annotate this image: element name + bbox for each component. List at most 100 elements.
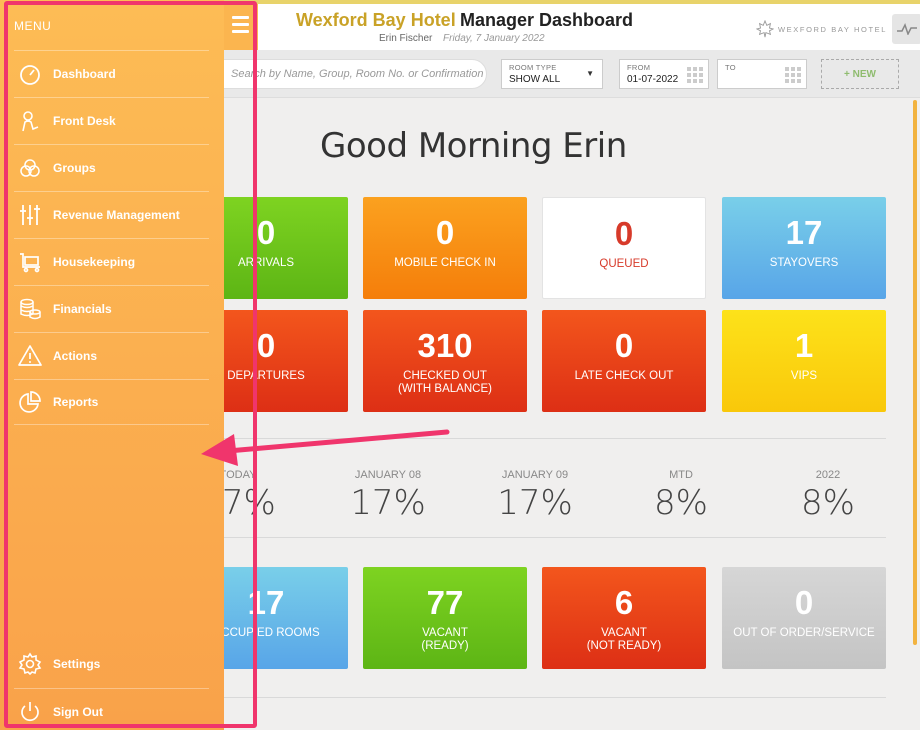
to-date-field[interactable]: TO bbox=[717, 59, 807, 89]
tile-label: VACANT (READY) bbox=[421, 627, 468, 653]
gear-icon bbox=[17, 651, 43, 677]
menu-title: MENU bbox=[14, 19, 52, 33]
tile-number: 310 bbox=[417, 327, 473, 364]
from-date-field[interactable]: FROM 01-07-2022 bbox=[619, 59, 709, 89]
current-date: Friday, 7 January 2022 bbox=[443, 33, 545, 44]
tile-label-line1: VACANT bbox=[422, 627, 468, 639]
tile-checked-out[interactable]: 310 CHECKED OUT (WITH BALANCE) bbox=[363, 310, 527, 412]
bellhop-icon bbox=[17, 108, 43, 134]
tile-number: 17 bbox=[247, 584, 285, 621]
tile-vips[interactable]: 1 VIPS bbox=[722, 310, 886, 412]
section-divider bbox=[224, 697, 886, 698]
sidebar-item-housekeeping[interactable]: Housekeeping bbox=[14, 238, 209, 284]
tile-label: STAYOVERS bbox=[769, 257, 839, 269]
room-type-select[interactable]: ROOM TYPE SHOW ALL ▼ bbox=[501, 59, 603, 89]
tile-label: DEPARTURES bbox=[227, 370, 305, 382]
room-type-value: SHOW ALL bbox=[509, 74, 561, 85]
sidebar-item-sign-out[interactable]: Sign Out bbox=[14, 688, 209, 730]
tile-number: 0 bbox=[256, 327, 276, 364]
sidebar-item-actions[interactable]: Actions bbox=[14, 332, 209, 378]
to-label: TO bbox=[725, 63, 736, 72]
tile-number: 1 bbox=[794, 327, 814, 364]
sidebar-item-revenue-management[interactable]: Revenue Management bbox=[14, 191, 209, 237]
power-icon bbox=[17, 699, 43, 725]
page-title: Manager Dashboard bbox=[460, 10, 634, 30]
tile-queued[interactable]: 0 QUEUED bbox=[542, 197, 706, 299]
calendar-icon[interactable] bbox=[785, 67, 801, 83]
tile-label: MOBILE CHECK IN bbox=[394, 257, 496, 269]
tile-number: 0 bbox=[614, 215, 634, 252]
sidebar-item-label: Dashboard bbox=[53, 66, 116, 81]
tile-label: CHECKED OUT (WITH BALANCE) bbox=[398, 370, 492, 396]
hamburger-menu-icon[interactable] bbox=[232, 16, 249, 33]
sidebar-item-label: Revenue Management bbox=[53, 207, 180, 222]
sidebar-item-label: Settings bbox=[53, 657, 101, 671]
pie-chart-icon bbox=[17, 389, 43, 415]
tile-label-line1: VACANT bbox=[601, 627, 647, 639]
tile-number: 77 bbox=[426, 584, 464, 621]
tile-number: 17 bbox=[785, 214, 823, 251]
tile-label: LATE CHECK OUT bbox=[574, 370, 674, 382]
groups-icon bbox=[17, 155, 43, 181]
sidebar-item-label: Sign Out bbox=[53, 704, 103, 719]
activity-icon bbox=[897, 23, 917, 35]
tile-label: OUT OF ORDER/SERVICE bbox=[733, 627, 875, 639]
occupancy-jan-08: JANUARY 08 17% bbox=[318, 469, 458, 523]
search-input[interactable]: Search by Name, Group, Room No. or Confi… bbox=[200, 59, 487, 89]
tile-number: 0 bbox=[256, 214, 276, 251]
tile-number: 0 bbox=[435, 214, 455, 251]
occupancy-value: 8% bbox=[801, 483, 855, 523]
tile-number: 0 bbox=[794, 584, 814, 621]
brand-logo-text: WEXFORD BAY HOTEL bbox=[778, 24, 888, 34]
sidebar-item-front-desk[interactable]: Front Desk bbox=[14, 97, 209, 143]
tile-label-line1: CHECKED OUT bbox=[403, 370, 487, 382]
scrollbar[interactable] bbox=[913, 100, 917, 645]
menu-toggle-bg bbox=[224, 4, 258, 50]
from-label: FROM bbox=[627, 63, 651, 72]
chevron-down-icon: ▼ bbox=[586, 69, 594, 78]
tile-stayovers[interactable]: 17 STAYOVERS bbox=[722, 197, 886, 299]
tile-late-check-out[interactable]: 0 LATE CHECK OUT bbox=[542, 310, 706, 412]
tile-label: OCCUPIED ROOMS bbox=[212, 627, 320, 639]
sidebar-item-label: Groups bbox=[53, 160, 96, 175]
coins-icon bbox=[17, 296, 43, 322]
tile-label: VACANT (NOT READY) bbox=[587, 627, 662, 653]
tile-number: 0 bbox=[614, 327, 634, 364]
occupancy-label: JANUARY 08 bbox=[354, 469, 422, 481]
sidebar-item-dashboard[interactable]: Dashboard bbox=[14, 50, 209, 96]
tile-number: 6 bbox=[614, 584, 634, 621]
occupancy-label: MTD bbox=[669, 469, 693, 481]
tile-vacant-not-ready[interactable]: 6 VACANT (NOT READY) bbox=[542, 567, 706, 669]
new-button[interactable]: + NEW bbox=[821, 59, 899, 89]
sidebar-item-financials[interactable]: Financials bbox=[14, 285, 209, 331]
tile-mobile-check-in[interactable]: 0 MOBILE CHECK IN bbox=[363, 197, 527, 299]
tile-label-line2: (NOT READY) bbox=[586, 640, 662, 652]
sliders-icon bbox=[17, 202, 43, 228]
sidebar-item-label: Housekeeping bbox=[53, 254, 136, 269]
hotel-name: Wexford Bay Hotel bbox=[296, 10, 456, 30]
brand-logo: WEXFORD BAY HOTEL bbox=[756, 20, 887, 38]
occupancy-label: 2022 bbox=[815, 469, 841, 481]
tile-out-of-order[interactable]: 0 OUT OF ORDER/SERVICE bbox=[722, 567, 886, 669]
activity-button[interactable] bbox=[892, 14, 920, 44]
section-divider bbox=[224, 438, 886, 439]
occupancy-jan-09: JANUARY 09 17% bbox=[465, 469, 605, 523]
greeting: Good Morning Erin bbox=[320, 126, 627, 166]
calendar-icon[interactable] bbox=[687, 67, 703, 83]
sidebar-item-settings[interactable]: Settings bbox=[14, 641, 209, 687]
maple-leaf-icon bbox=[756, 20, 774, 38]
tile-label: ARRIVALS bbox=[237, 257, 295, 269]
sidebar-item-groups[interactable]: Groups bbox=[14, 144, 209, 190]
sidebar-item-label: Reports bbox=[53, 395, 99, 409]
cart-icon bbox=[17, 249, 43, 275]
sidebar-item-reports[interactable]: Reports bbox=[14, 379, 209, 425]
occupancy-mtd: MTD 8% bbox=[611, 469, 751, 523]
room-type-label: ROOM TYPE bbox=[509, 63, 557, 72]
speedometer-icon bbox=[17, 61, 43, 87]
tile-vacant-ready[interactable]: 77 VACANT (READY) bbox=[363, 567, 527, 669]
occupancy-value: 17% bbox=[350, 483, 426, 523]
sidebar-item-label: Financials bbox=[53, 301, 112, 316]
sidebar-item-label: Actions bbox=[53, 348, 98, 363]
user-name: Erin Fischer bbox=[379, 33, 433, 44]
tile-label: QUEUED bbox=[599, 258, 649, 270]
